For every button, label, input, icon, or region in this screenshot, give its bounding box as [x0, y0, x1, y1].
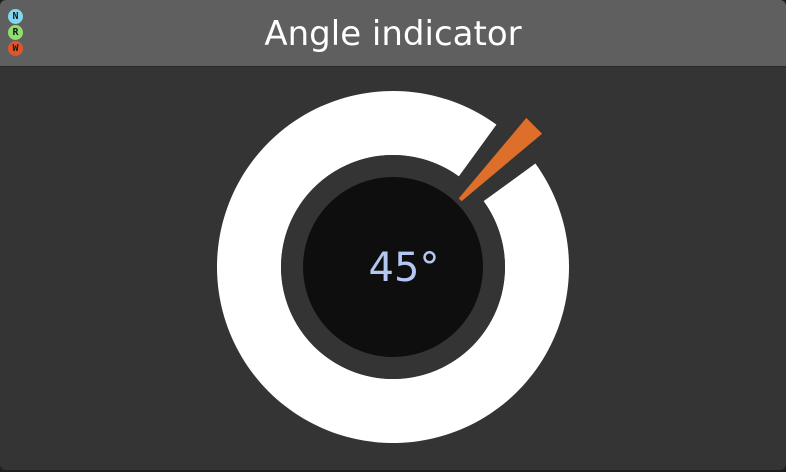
- badge-r-letter: R: [12, 27, 19, 38]
- window-title: Angle indicator: [264, 14, 522, 54]
- gauge-ring: [217, 90, 570, 443]
- title-bar: N R W Angle indicator: [0, 0, 786, 67]
- angle-gauge[interactable]: 45°: [0, 67, 786, 470]
- badge-n-letter: N: [12, 11, 19, 22]
- status-badges: N R W: [8, 9, 24, 57]
- badge-w: W: [8, 41, 23, 56]
- badge-w-letter: W: [12, 43, 19, 54]
- badge-n: N: [8, 9, 23, 24]
- gauge-inner-disc: [303, 177, 483, 357]
- badge-r: R: [8, 25, 23, 40]
- angle-needle[interactable]: [458, 117, 543, 202]
- angle-readout: 45°: [369, 245, 440, 291]
